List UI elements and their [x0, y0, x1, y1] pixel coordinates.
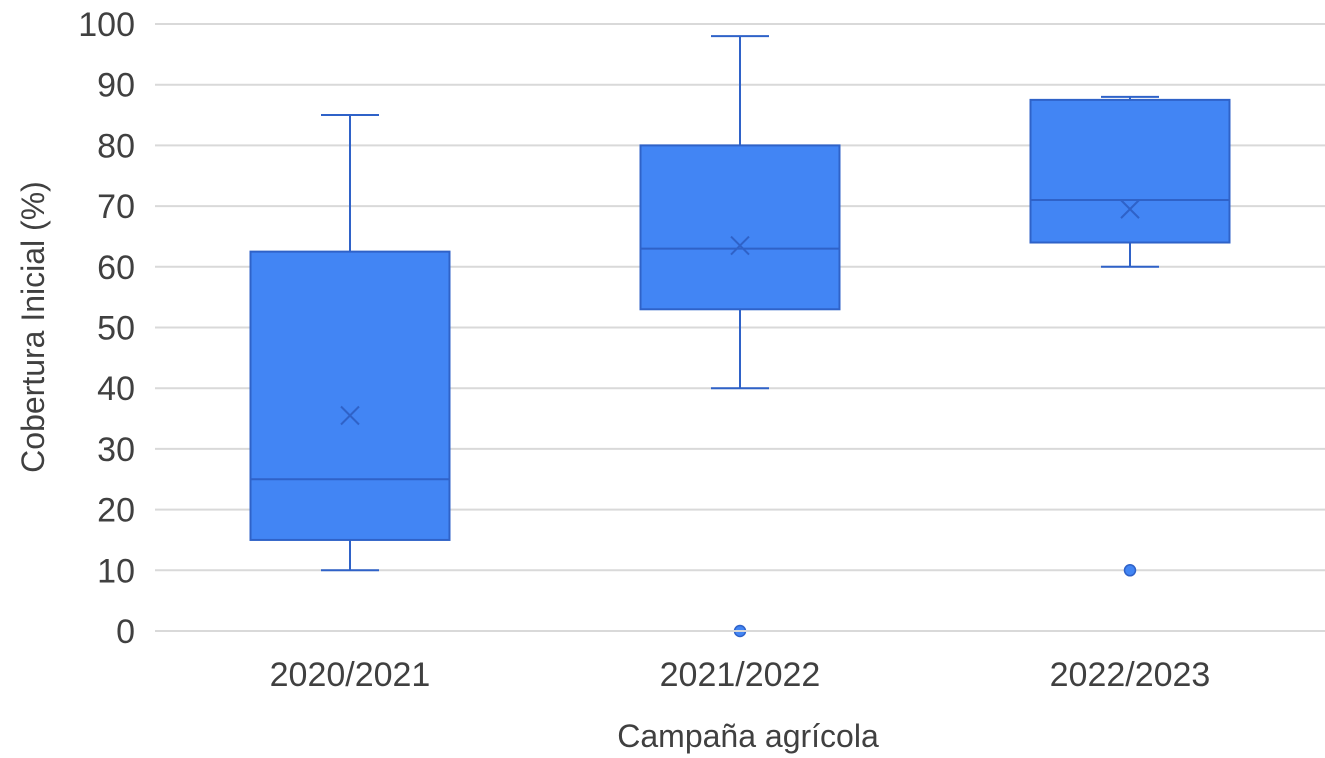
- box: [639, 144, 841, 311]
- x-tick-label: 2021/2022: [660, 656, 821, 694]
- box-group: [1029, 95, 1231, 577]
- y-tick-label: 50: [97, 310, 135, 348]
- box-group: [249, 114, 451, 572]
- y-tick-label: 100: [78, 6, 135, 44]
- y-tick-label: 40: [97, 370, 135, 408]
- y-axis-title: Cobertura Inicial (%): [15, 181, 51, 473]
- y-tick-label: 60: [97, 249, 135, 287]
- y-tick-label: 0: [116, 613, 135, 651]
- y-axis-ticks: 0 10 20 30 40 50 60 70 80 90 100: [78, 6, 135, 651]
- x-axis-ticks: 2020/2021 2021/2022 2022/2023: [270, 656, 1211, 694]
- x-tick-label: 2022/2023: [1050, 656, 1211, 694]
- outlier-point: [1123, 564, 1137, 577]
- box-group: [639, 35, 841, 638]
- y-tick-label: 90: [97, 67, 135, 105]
- box: [1029, 98, 1231, 244]
- y-tick-label: 70: [97, 188, 135, 226]
- mean-marker: [730, 235, 750, 256]
- y-tick-label: 10: [97, 552, 135, 590]
- mean-marker: [340, 405, 360, 426]
- boxes: [249, 35, 1231, 638]
- box: [249, 250, 451, 541]
- x-tick-label: 2020/2021: [270, 656, 431, 694]
- x-axis-title: Campaña agrícola: [617, 718, 879, 754]
- y-tick-label: 80: [97, 127, 135, 165]
- y-tick-label: 30: [97, 431, 135, 469]
- mean-marker: [1120, 199, 1140, 219]
- y-tick-label: 20: [97, 492, 135, 530]
